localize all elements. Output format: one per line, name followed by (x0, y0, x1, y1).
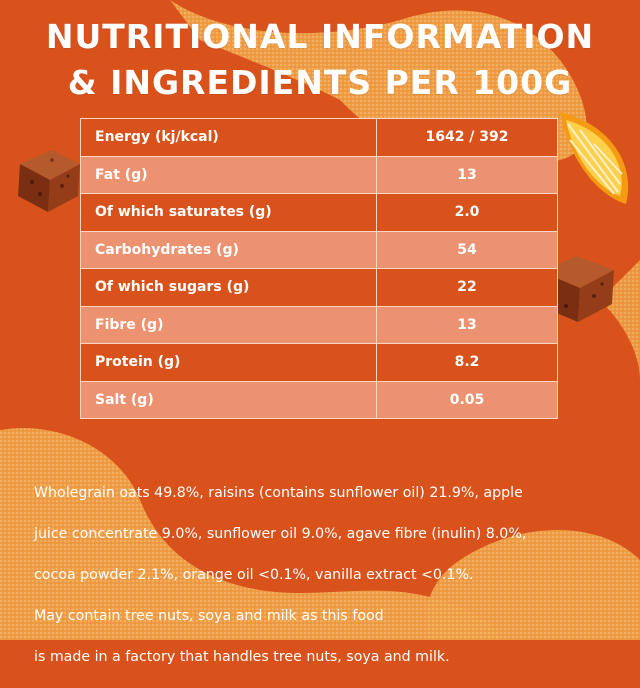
title-line-1: NUTRITIONAL INFORMATION (45, 17, 595, 56)
nutrient-value: 0.05 (376, 380, 558, 419)
nutrient-value: 13 (376, 305, 558, 344)
nutrition-table: Energy (kj/kcal) 1642 / 392 Fat (g) 13 O… (80, 118, 558, 419)
nutrient-label: Of which saturates (g) (80, 193, 377, 232)
table-row: Protein (g) 8.2 (80, 343, 558, 382)
nutrient-label: Fibre (g) (80, 305, 377, 344)
nutrient-label: Fat (g) (80, 155, 377, 194)
allergen-line: May contain tree nuts, soya and milk as … (34, 607, 384, 624)
nutrient-value: 1642 / 392 (376, 118, 558, 157)
nutrient-label: Protein (g) (80, 343, 377, 382)
nutrient-label: Carbohydrates (g) (80, 230, 377, 269)
nutrient-value: 54 (376, 230, 558, 269)
nutrient-label: Salt (g) (80, 380, 377, 419)
nutrient-value: 13 (376, 155, 558, 194)
table-row: Fibre (g) 13 (80, 305, 558, 344)
nutrient-value: 22 (376, 268, 558, 307)
table-row: Of which sugars (g) 22 (80, 268, 558, 307)
title-line-2: & INGREDIENTS PER 100G (67, 63, 573, 102)
ingredients-line: juice concentrate 9.0%, sunflower oil 9.… (34, 525, 527, 542)
table-row: Carbohydrates (g) 54 (80, 230, 558, 269)
nutrient-label: Energy (kj/kcal) (80, 118, 377, 157)
nutrient-value: 2.0 (376, 193, 558, 232)
table-row: Energy (kj/kcal) 1642 / 392 (80, 118, 558, 157)
ingredients-text: Wholegrain oats 49.8%, raisins (contains… (34, 462, 634, 688)
ingredients-line: cocoa powder 2.1%, orange oil <0.1%, van… (34, 566, 474, 583)
nutrient-value: 8.2 (376, 343, 558, 382)
page-title: NUTRITIONAL INFORMATION & INGREDIENTS PE… (0, 14, 640, 106)
table-row: Fat (g) 13 (80, 155, 558, 194)
brownie-cube-icon (18, 150, 80, 212)
allergen-line: is made in a factory that handles tree n… (34, 648, 450, 665)
table-row: Salt (g) 0.05 (80, 380, 558, 419)
nutrient-label: Of which sugars (g) (80, 268, 377, 307)
table-row: Of which saturates (g) 2.0 (80, 193, 558, 232)
ingredients-line: Wholegrain oats 49.8%, raisins (contains… (34, 484, 523, 501)
